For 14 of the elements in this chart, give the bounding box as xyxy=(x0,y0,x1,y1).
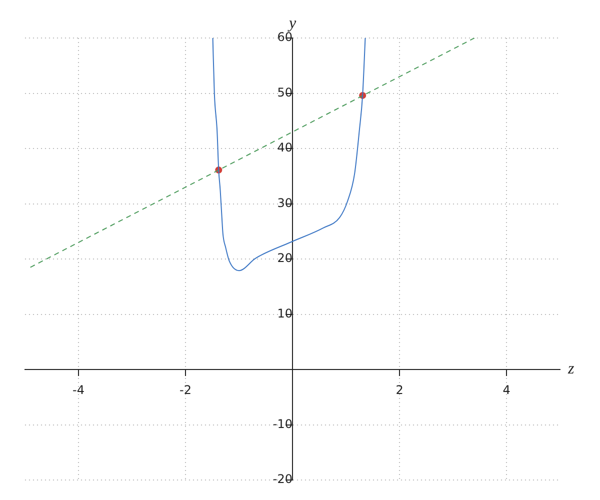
y-tick-label: 50 xyxy=(277,85,292,100)
x-tick-label: 2 xyxy=(396,382,404,397)
y-tick-label: 30 xyxy=(277,196,292,210)
y-tick-label: -10 xyxy=(272,416,292,431)
x-tick-label: 4 xyxy=(502,382,510,397)
y-tick-label: 20 xyxy=(277,251,292,266)
y-tick-label: 40 xyxy=(277,140,292,155)
y-tick-label: 10 xyxy=(277,306,292,320)
y-axis-title: y xyxy=(286,15,297,32)
y-tick-label: -20 xyxy=(272,472,292,486)
x-tick-label: -4 xyxy=(72,382,84,397)
x-axis-title: z xyxy=(567,360,575,378)
y-tick-label: 60 xyxy=(277,30,292,44)
x-tick-label: -2 xyxy=(180,382,192,397)
